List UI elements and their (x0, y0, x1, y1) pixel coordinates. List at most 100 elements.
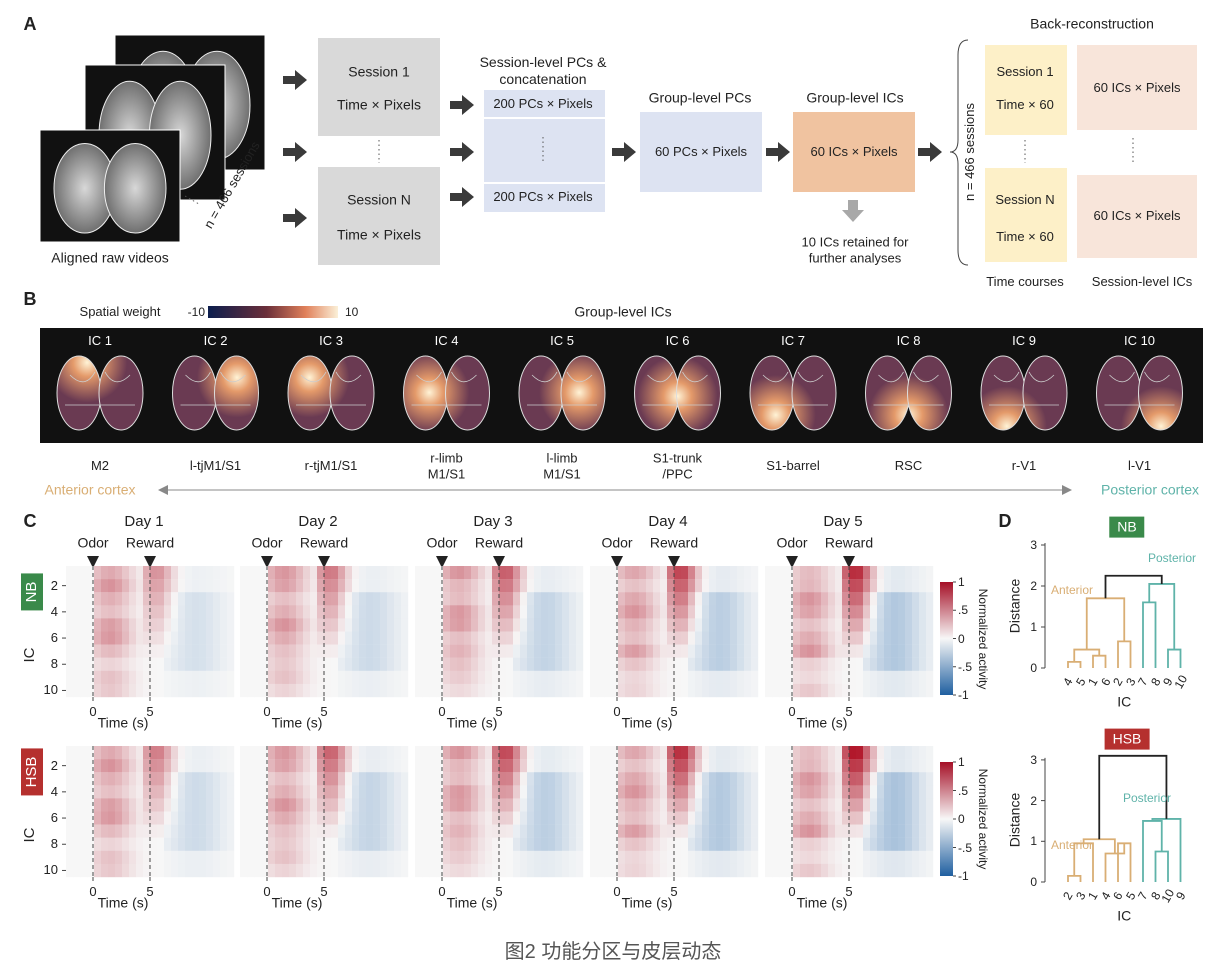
heatmap-cell (485, 824, 493, 838)
heatmap-cell (275, 566, 283, 580)
heatmap-cell (247, 592, 255, 606)
heatmap-cell (919, 592, 927, 606)
heatmap-cell (422, 631, 430, 645)
heatmap-cell (884, 824, 892, 838)
heatmap-cell (66, 644, 74, 658)
heatmap-cell (653, 605, 661, 619)
heatmap-cell (415, 772, 423, 786)
heatmap-cell (576, 837, 584, 851)
heatmap-cell (548, 772, 556, 786)
heatmap-cell (695, 592, 703, 606)
heatmap-cell (744, 631, 752, 645)
heatmap-cell (164, 824, 172, 838)
heatmap-cell (779, 579, 787, 593)
day-title: Day 4 (648, 513, 688, 530)
heatmap-cell (429, 579, 437, 593)
heatmap-cell (464, 631, 472, 645)
heatmap-cell (772, 566, 780, 580)
heatmap-cell (199, 824, 207, 838)
heatmap-cell (157, 746, 165, 760)
heatmap-cell (569, 759, 577, 773)
arrow (450, 187, 474, 207)
heatmap-cell (716, 772, 724, 786)
heatmap-cell (394, 759, 402, 773)
heatmap-cell (541, 746, 549, 760)
heatmap-cell (520, 631, 528, 645)
heatmap-cell (220, 670, 228, 685)
heatmap-cell (625, 683, 633, 698)
heatmap-cell (863, 631, 871, 645)
heatmap-cell (835, 683, 843, 698)
heatmap-cell (331, 631, 339, 645)
heatmap-cell (324, 759, 332, 773)
heatmap-cell (443, 811, 451, 825)
heatmap-cell (289, 683, 297, 698)
heatmap-cell (108, 759, 116, 773)
heatmap-cell (905, 798, 913, 812)
label: 200 PCs × Pixels (493, 189, 593, 205)
heatmap-cell (870, 798, 878, 812)
heatmap-cell (317, 566, 325, 580)
heatmap-cell (275, 618, 283, 632)
heatmap-cell (324, 566, 332, 580)
heatmap-cell (653, 811, 661, 825)
heatmap-cell (793, 657, 801, 671)
heatmap-cell (387, 592, 395, 606)
heatmap-cell (192, 670, 200, 685)
heatmap-cell (122, 579, 130, 593)
heatmap-cell (506, 759, 514, 773)
ic-name: IC 2 (203, 333, 228, 349)
heatmap-cell (457, 644, 465, 658)
heatmap-cell (688, 670, 696, 685)
heatmap-cell (681, 798, 689, 812)
heatmap-cell (905, 618, 913, 632)
heatmap-cell (415, 824, 423, 838)
heatmap-cell (653, 670, 661, 685)
heatmap-cell (639, 798, 647, 812)
heatmap-cell (373, 863, 381, 878)
heatmap-cell (870, 837, 878, 851)
heatmap-cell (289, 566, 297, 580)
heatmap-cell (723, 772, 731, 786)
group-ic-box (793, 112, 915, 192)
heatmap-cell (450, 837, 458, 851)
heatmap-cell (478, 837, 486, 851)
heatmap-cell (730, 631, 738, 645)
heatmap-cell (282, 683, 290, 698)
area-outline (1104, 371, 1175, 406)
heatmap-cell (464, 772, 472, 786)
heatmap-cell (94, 824, 102, 838)
heatmap-cell (87, 657, 95, 671)
heatmap-cell (380, 837, 388, 851)
heatmap-cell (926, 657, 934, 671)
heatmap-cell (436, 657, 444, 671)
heatmap-cell (919, 824, 927, 838)
heatmap-cell (681, 837, 689, 851)
heatmap-cell (150, 798, 158, 812)
heatmap-cell (919, 657, 927, 671)
heatmap-cell (618, 579, 626, 593)
heatmap-cell (604, 631, 612, 645)
heatmap-cell (821, 657, 829, 671)
heatmap-cell (143, 657, 151, 671)
heatmap-cell (324, 824, 332, 838)
heatmap-cell (611, 683, 619, 698)
label: Session 1 (348, 63, 410, 80)
heatmap-cell (443, 644, 451, 658)
heatmap-cell (485, 837, 493, 851)
heatmap-cell (268, 566, 276, 580)
heatmap-cell (898, 850, 906, 865)
heatmap-cell (310, 863, 318, 878)
heatmap-cell (275, 759, 283, 773)
heatmap-cell (814, 785, 822, 799)
heatmap-cell (206, 837, 214, 851)
heatmap-cell (569, 670, 577, 685)
heatmap-cell (289, 811, 297, 825)
heatmap-cell (101, 837, 109, 851)
heatmap-cell (317, 785, 325, 799)
heatmap-cell (905, 605, 913, 619)
heatmap-cell (387, 863, 395, 878)
dendrogram-link (1104, 574, 1163, 599)
heatmap-cell (576, 579, 584, 593)
heatmap-cell (485, 863, 493, 878)
